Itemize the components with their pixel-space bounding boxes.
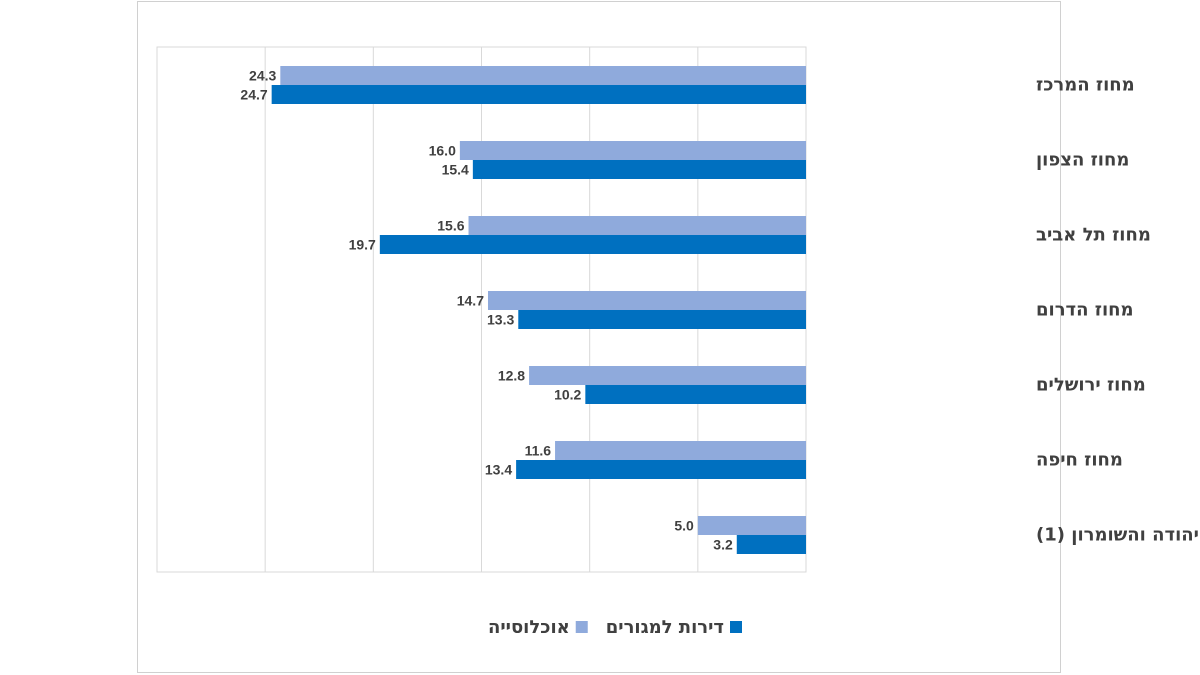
category-label: מחוז המרכז [1036,75,1135,96]
data-label-dwellings: 10.2 [554,387,581,403]
data-label-dwellings: 3.2 [713,537,733,553]
bar-dwellings [585,385,806,404]
bar-population [459,141,806,160]
bar-population [487,291,806,310]
bar-population [280,66,806,85]
legend-swatch-population [575,621,588,633]
category-label: מחוז תל אביב [1036,225,1151,246]
legend-label-population: אוכלוסייה [488,617,570,638]
data-label-dwellings: 13.4 [485,462,512,478]
bar-dwellings [518,310,806,329]
bar-dwellings [736,535,806,554]
category-label: מחוז הדרום [1036,300,1134,321]
data-label-population: 11.6 [525,443,552,459]
bar-dwellings [271,85,806,104]
data-label-population: 16.0 [429,143,456,159]
data-label-population: 5.0 [674,518,694,534]
data-label-population: 14.7 [457,293,484,309]
bar-dwellings [379,235,806,254]
data-label-dwellings: 19.7 [349,237,376,253]
data-label-dwellings: 24.7 [240,87,267,103]
bar-population [697,516,806,535]
data-label-dwellings: 15.4 [442,162,469,178]
category-label: מחוז הצפון [1036,150,1129,171]
bar-population [468,216,806,235]
category-label: אזור יהודה והשומרון (1) [1036,525,1200,546]
bar-dwellings [472,160,806,179]
data-label-dwellings: 13.3 [487,312,514,328]
chart-frame [137,1,1061,673]
data-label-population: 15.6 [437,218,464,234]
bar-population [555,441,806,460]
legend-swatch-dwellings [730,621,742,633]
bar-population [529,366,806,385]
bar-dwellings [516,460,806,479]
category-label: מחוז חיפה [1036,450,1123,471]
data-label-population: 24.3 [249,68,276,84]
legend-label-dwellings: דירות למגורים [606,617,724,638]
category-label: מחוז ירושלים [1036,375,1146,396]
data-label-population: 12.8 [498,368,525,384]
